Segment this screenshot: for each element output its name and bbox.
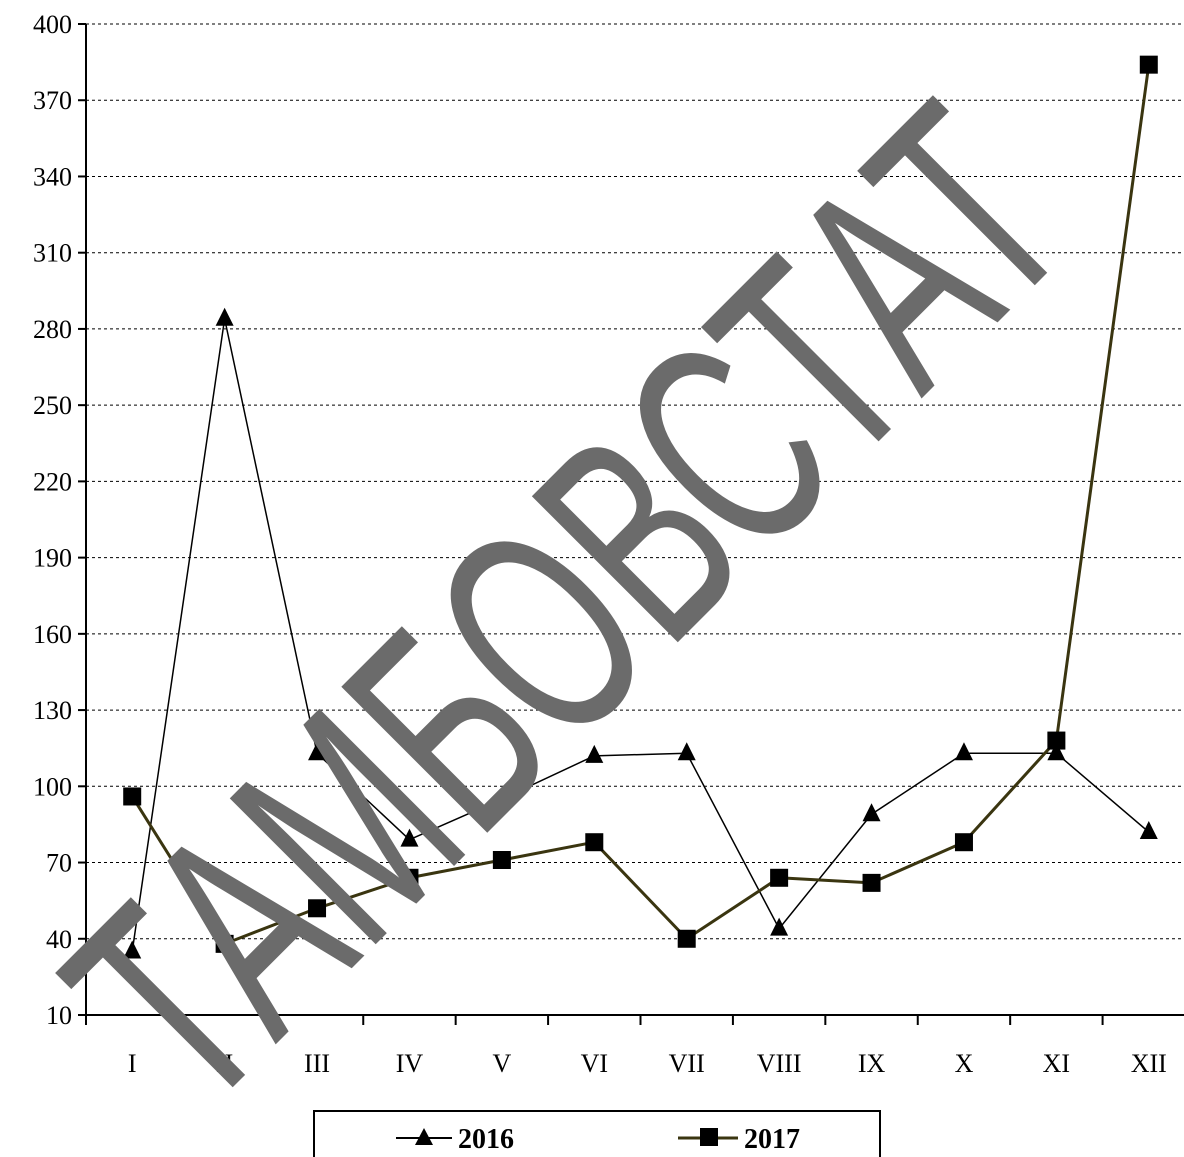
x-tick-label: X: [955, 1049, 974, 1078]
series-line-2016: [131, 318, 1150, 952]
point-2017: [123, 787, 142, 806]
legend-box: [313, 1110, 881, 1157]
watermark-text: ТАМБОВСТАТ: [6, 46, 1127, 1157]
point-2016: [215, 307, 234, 326]
legend-marker-2016: [415, 1128, 433, 1145]
y-tick-label: 190: [33, 544, 72, 573]
point-2017: [677, 929, 696, 948]
x-tick-label: XI: [1043, 1049, 1070, 1078]
point-2016: [308, 742, 327, 761]
point-2016: [1047, 742, 1066, 761]
watermark: ТАМБОВСТАТ: [6, 46, 1127, 1157]
x-tick-label: II: [216, 1049, 233, 1078]
point-2016: [770, 917, 789, 936]
grid-lines: [86, 23, 1184, 940]
point-2017: [215, 934, 234, 953]
point-2017: [954, 833, 973, 852]
y-tick-label: 340: [33, 162, 72, 191]
x-tick-label: III: [304, 1049, 330, 1078]
point-2016: [1139, 821, 1158, 840]
point-2017: [400, 868, 419, 887]
y-tick-label: 280: [33, 315, 72, 344]
point-2016: [400, 828, 419, 847]
point-2016: [123, 940, 142, 959]
legend-label-2016: 2016: [458, 1124, 514, 1155]
point-2017: [1047, 731, 1066, 750]
x-tick-label: VI: [581, 1049, 608, 1078]
y-tick-label: 130: [33, 696, 72, 725]
x-tick-label: VII: [669, 1049, 705, 1078]
point-2016: [862, 803, 881, 822]
y-tick-label: 40: [46, 925, 72, 954]
point-2017: [492, 850, 511, 869]
point-2017: [308, 899, 327, 918]
x-tick-labels: I II III IV V VI VII VIII IX X XI XII: [128, 1049, 1167, 1078]
x-tick-label: VIII: [757, 1049, 802, 1078]
y-tick-label: 220: [33, 467, 72, 496]
point-2017: [862, 873, 881, 892]
series: [123, 55, 1158, 959]
point-2017: [770, 868, 789, 887]
legend: 2016 2017: [313, 1110, 881, 1157]
x-tick-label: XII: [1131, 1049, 1167, 1078]
x-tick-label: IX: [858, 1049, 886, 1078]
y-tick-label: 370: [33, 86, 72, 115]
x-tick-label: V: [492, 1049, 511, 1078]
y-tick-label: 310: [33, 239, 72, 268]
point-2016: [677, 742, 696, 761]
y-tick-label: 100: [33, 772, 72, 801]
y-tick-label: 400: [33, 10, 72, 39]
legend-label-2017: 2017: [744, 1124, 800, 1155]
y-tick-label: 160: [33, 620, 72, 649]
x-tick-label: I: [128, 1049, 137, 1078]
y-tick-labels: 10 40 70 100 130 160 190 220 250 280 310 340 370 400: [33, 10, 72, 1030]
y-tick-label: 70: [46, 849, 72, 878]
point-2017: [1139, 55, 1158, 74]
y-tick-label: 10: [46, 1001, 72, 1030]
point-2016: [585, 744, 604, 763]
point-2017: [585, 833, 604, 852]
point-2016: [492, 788, 511, 807]
y-tick-label: 250: [33, 391, 72, 420]
x-tick-label: IV: [396, 1049, 424, 1078]
axes: [78, 23, 1184, 1025]
series-line-2017: [130, 64, 1151, 946]
point-2016: [954, 742, 973, 761]
legend-marker-2017: [700, 1128, 718, 1146]
